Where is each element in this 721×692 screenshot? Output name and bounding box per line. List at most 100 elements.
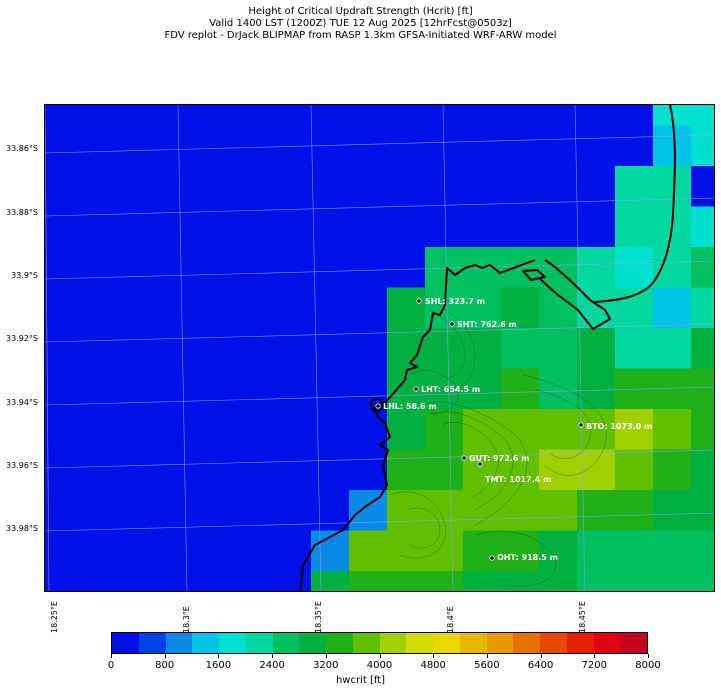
hcrit-cell bbox=[691, 368, 714, 410]
station-label: OHT: 918.5 m bbox=[497, 553, 558, 562]
hcrit-cell bbox=[349, 571, 388, 591]
colorbar-tick-label: 2400 bbox=[259, 660, 285, 671]
contour bbox=[422, 401, 528, 526]
colorbar-tick-mark bbox=[433, 654, 435, 658]
hcrit-cell bbox=[349, 490, 388, 531]
lat-tick-label: 33.9°S bbox=[11, 271, 38, 280]
hcrit-cell bbox=[425, 449, 464, 491]
colorbar-tick-mark bbox=[594, 654, 596, 658]
contour bbox=[389, 491, 446, 559]
lat-tick-label: 33.92°S bbox=[6, 334, 38, 343]
hcrit-cell bbox=[691, 449, 714, 491]
station-label: LHL: 58.6 m bbox=[383, 402, 437, 411]
station-oht[interactable]: OHT: 918.5 m bbox=[489, 553, 558, 562]
hcrit-cell bbox=[577, 571, 616, 591]
hcrit-cell bbox=[501, 530, 540, 572]
hcrit-cell bbox=[425, 247, 464, 288]
hcrit-cell bbox=[691, 287, 714, 329]
station-marker bbox=[477, 461, 483, 467]
colorbar-swatch bbox=[513, 633, 540, 653]
hcrit-cell bbox=[615, 287, 654, 329]
station-gut[interactable]: GUT: 972.6 m bbox=[461, 454, 530, 463]
colorbar-tick-label: 7200 bbox=[581, 660, 608, 671]
lat-tick-label: 33.94°S bbox=[6, 398, 38, 407]
hcrit-cell bbox=[615, 328, 654, 369]
station-label: SHT: 762.6 m bbox=[457, 320, 517, 329]
gridline-lon-3 bbox=[310, 105, 322, 591]
hcrit-cell bbox=[463, 368, 502, 410]
hcrit-cell bbox=[539, 368, 578, 410]
colorbar-tick-label: 1600 bbox=[205, 660, 232, 671]
station-marker bbox=[413, 386, 419, 392]
coastline bbox=[299, 105, 676, 591]
lhl-island bbox=[370, 398, 384, 412]
colorbar-swatch bbox=[406, 633, 433, 653]
hcrit-cell bbox=[425, 409, 464, 450]
hcrit-cell bbox=[501, 409, 540, 450]
hcrit-cell bbox=[539, 571, 578, 591]
gridline-lon-4 bbox=[442, 105, 454, 591]
hcrit-cell bbox=[653, 287, 692, 329]
station-marker bbox=[449, 321, 455, 327]
hcrit-cell bbox=[615, 206, 654, 248]
station-lht[interactable]: LHT: 654.5 m bbox=[413, 385, 480, 394]
hcrit-cell bbox=[463, 328, 502, 369]
station-bto[interactable]: BTO: 1073.0 m bbox=[578, 422, 653, 431]
lon-tick-label: 18.45°E bbox=[578, 601, 587, 633]
hcrit-cell bbox=[425, 328, 464, 369]
colorbar-tick-label: 5600 bbox=[474, 660, 500, 671]
station-label: SHL: 323.7 m bbox=[425, 297, 485, 306]
colorbar-tick-mark bbox=[325, 654, 327, 658]
hcrit-cell bbox=[615, 409, 654, 450]
hcrit-cell bbox=[691, 530, 714, 572]
hcrit-cell bbox=[691, 409, 714, 450]
hcrit-cell bbox=[691, 206, 714, 248]
colorbar-tick-label: 3200 bbox=[313, 660, 339, 671]
title-line-2: Valid 1400 LST (1200Z) TUE 12 Aug 2025 [… bbox=[209, 18, 512, 29]
hcrit-cell bbox=[311, 571, 350, 591]
colorbar-swatch bbox=[620, 633, 647, 653]
harbour-breakwater bbox=[539, 259, 611, 330]
colorbar-tick-label: 4800 bbox=[420, 660, 446, 671]
hcrit-cell bbox=[653, 449, 692, 491]
hcrit-cell bbox=[615, 449, 654, 491]
hcrit-cell bbox=[653, 571, 692, 591]
hcrit-cell bbox=[691, 125, 714, 167]
station-marker bbox=[578, 422, 584, 428]
hcrit-cell bbox=[577, 530, 616, 572]
colorbar-swatch bbox=[566, 633, 594, 653]
hcrit-cell bbox=[539, 328, 578, 369]
hcrit-map[interactable]: SHL: 323.7 m SHT: 762.6 m LHT: 654.5 m LHL:… bbox=[45, 105, 715, 592]
hcrit-cell bbox=[539, 530, 578, 572]
lat-tick-label: 33.96°S bbox=[6, 461, 38, 470]
station-lhl[interactable]: LHL: 58.6 m bbox=[375, 402, 437, 411]
gridline-lon-2 bbox=[177, 105, 188, 591]
hcrit-cell bbox=[387, 571, 426, 591]
coastline-west bbox=[299, 259, 536, 591]
hcrit-cell bbox=[615, 530, 654, 572]
coastline-east bbox=[594, 105, 676, 303]
gridline-lon-1 bbox=[45, 105, 50, 591]
colorbar-swatch bbox=[299, 633, 326, 653]
colorbar-swatch bbox=[112, 633, 139, 653]
hcrit-cell bbox=[387, 490, 426, 531]
station-shl[interactable]: SHL: 323.7 m bbox=[416, 297, 485, 306]
title-line-1: Height of Critical Updraft Strength (Hcr… bbox=[248, 6, 473, 17]
station-markers: SHL: 323.7 m SHT: 762.6 m LHT: 654.5 m LHL:… bbox=[375, 297, 653, 562]
colorbar-tick-mark bbox=[648, 654, 649, 658]
station-sht[interactable]: SHT: 762.6 m bbox=[449, 320, 517, 329]
title-line-3: FDV replot - DrJack BLIPMAP from RASP 1.… bbox=[164, 30, 557, 41]
hcrit-cell bbox=[653, 490, 692, 531]
contour bbox=[432, 411, 514, 511]
hcrit-cell bbox=[539, 449, 578, 491]
colorbar-tick-mark bbox=[486, 654, 488, 658]
colorbar-tick-label: 0 bbox=[107, 660, 115, 671]
map-panel[interactable]: SHL: 323.7 m SHT: 762.6 m LHT: 654.5 m LHL:… bbox=[44, 104, 715, 592]
lon-tick-label: 18.35°E bbox=[314, 601, 323, 633]
colorbar-tick-label: 6400 bbox=[527, 660, 554, 671]
station-marker bbox=[375, 403, 381, 409]
colorbar-swatch bbox=[593, 633, 621, 653]
colorbar-label: hwcrit [ft] bbox=[335, 675, 386, 686]
hcrit-cell bbox=[577, 449, 616, 491]
station-tmt[interactable]: TMT: 1017.4 m bbox=[477, 461, 552, 484]
